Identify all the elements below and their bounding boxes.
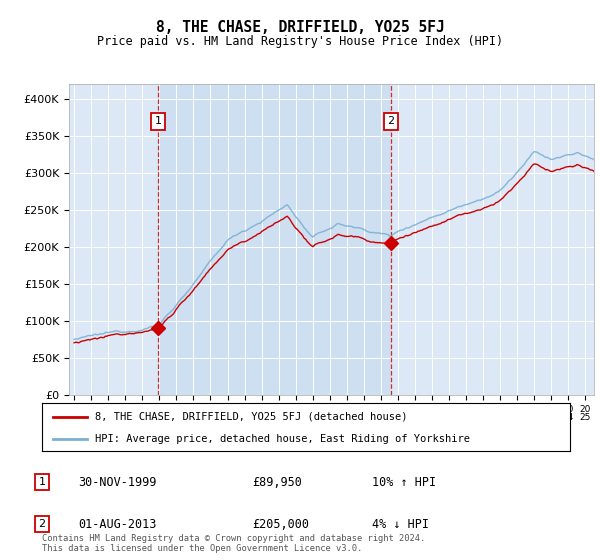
Text: 01-AUG-2013: 01-AUG-2013 [78, 518, 157, 531]
Text: Contains HM Land Registry data © Crown copyright and database right 2024.
This d: Contains HM Land Registry data © Crown c… [42, 534, 425, 553]
Text: 2: 2 [38, 519, 46, 529]
Text: 8, THE CHASE, DRIFFIELD, YO25 5FJ: 8, THE CHASE, DRIFFIELD, YO25 5FJ [155, 20, 445, 35]
Text: £205,000: £205,000 [252, 518, 309, 531]
Text: 2: 2 [388, 116, 394, 127]
Text: 30-NOV-1999: 30-NOV-1999 [78, 476, 157, 489]
Bar [158, 84, 391, 395]
Text: 8, THE CHASE, DRIFFIELD, YO25 5FJ (detached house): 8, THE CHASE, DRIFFIELD, YO25 5FJ (detac… [95, 412, 407, 422]
Text: Price paid vs. HM Land Registry's House Price Index (HPI): Price paid vs. HM Land Registry's House … [97, 35, 503, 48]
Text: £89,950: £89,950 [252, 476, 302, 489]
Text: 1: 1 [154, 116, 161, 127]
Text: 10% ↑ HPI: 10% ↑ HPI [372, 476, 436, 489]
Text: 1: 1 [38, 477, 46, 487]
Text: HPI: Average price, detached house, East Riding of Yorkshire: HPI: Average price, detached house, East… [95, 434, 470, 444]
Text: 4% ↓ HPI: 4% ↓ HPI [372, 518, 429, 531]
